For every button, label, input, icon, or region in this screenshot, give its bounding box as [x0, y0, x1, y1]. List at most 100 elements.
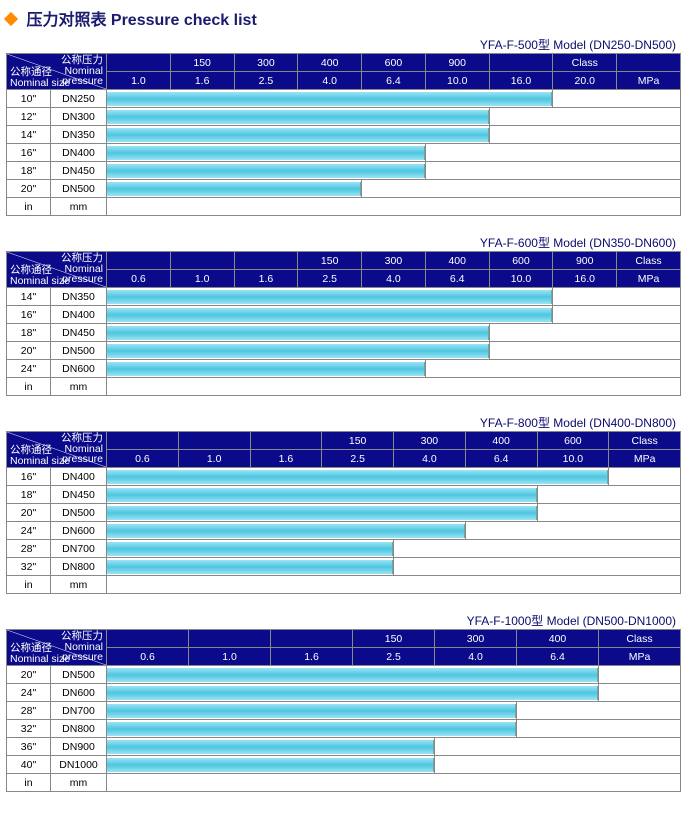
- model-label: YFA-F-1000型 Model (DN500-DN1000): [6, 612, 676, 629]
- empty-cell: [425, 162, 680, 180]
- pressure-bar: [107, 522, 466, 540]
- inch-cell: 20": [7, 666, 51, 684]
- class-header-cell: [617, 54, 681, 72]
- pressure-bar: [107, 720, 517, 738]
- pressure-bar: [107, 180, 362, 198]
- inch-cell: 18": [7, 324, 51, 342]
- class-header-cell: [170, 252, 234, 270]
- inch-cell: 32": [7, 558, 51, 576]
- dn-cell: DN800: [51, 558, 107, 576]
- mpa-header-cell: 10.0: [425, 72, 489, 90]
- class-header-cell: 300: [435, 630, 517, 648]
- class-header-cell: Class: [617, 252, 681, 270]
- class-header-cell: [107, 630, 189, 648]
- mpa-header-cell: 0.6: [107, 450, 179, 468]
- dn-cell: DN500: [51, 180, 107, 198]
- class-header-cell: 600: [537, 432, 609, 450]
- class-header-cell: 900: [553, 252, 617, 270]
- dn-cell: DN700: [51, 540, 107, 558]
- empty-cell: [425, 144, 680, 162]
- table-row: 12"DN300: [7, 108, 681, 126]
- footer-empty: [107, 774, 681, 792]
- class-header-cell: 400: [517, 630, 599, 648]
- footer-empty: [107, 378, 681, 396]
- table-row: 28"DN700: [7, 702, 681, 720]
- inch-cell: 24": [7, 360, 51, 378]
- table-row: 24"DN600: [7, 360, 681, 378]
- empty-cell: [489, 126, 680, 144]
- class-header-cell: 600: [489, 252, 553, 270]
- table-row: 24"DN600: [7, 684, 681, 702]
- pressure-bar: [107, 684, 599, 702]
- empty-cell: [537, 486, 681, 504]
- dn-cell: DN400: [51, 306, 107, 324]
- class-header-cell: 300: [394, 432, 466, 450]
- mpa-header-cell: 2.5: [298, 270, 362, 288]
- inch-cell: 12": [7, 108, 51, 126]
- mpa-header-cell: 0.6: [107, 648, 189, 666]
- header-row-class: 公称压力Nominalpressure 公称通径Nominal size 150…: [7, 54, 681, 72]
- footer-row: in mm: [7, 378, 681, 396]
- dn-cell: DN600: [51, 684, 107, 702]
- mpa-header-cell: 16.0: [489, 72, 553, 90]
- mpa-header-cell: 10.0: [537, 450, 609, 468]
- table-row: 14"DN350: [7, 126, 681, 144]
- class-header-cell: 400: [465, 432, 537, 450]
- mpa-header-cell: 1.0: [107, 72, 171, 90]
- dn-cell: DN800: [51, 720, 107, 738]
- inch-cell: 16": [7, 144, 51, 162]
- empty-cell: [489, 342, 680, 360]
- mpa-header-cell: 6.4: [425, 270, 489, 288]
- class-header-cell: [234, 252, 298, 270]
- table-row: 28"DN700: [7, 540, 681, 558]
- header-row-mpa: 0.61.01.62.54.06.410.016.0MPa: [7, 270, 681, 288]
- table-row: 20"DN500: [7, 504, 681, 522]
- header-row-mpa: 1.01.62.54.06.410.016.020.0MPa: [7, 72, 681, 90]
- table-row: 14"DN350: [7, 288, 681, 306]
- diagonal-header: 公称压力Nominalpressure 公称通径Nominal size: [7, 252, 107, 288]
- empty-cell: [553, 288, 681, 306]
- inch-cell: 24": [7, 684, 51, 702]
- pressure-bar: [107, 144, 426, 162]
- mpa-header-cell: MPa: [599, 648, 681, 666]
- empty-cell: [435, 756, 681, 774]
- class-header-cell: [489, 54, 553, 72]
- pressure-bar: [107, 90, 553, 108]
- mpa-header-cell: MPa: [617, 72, 681, 90]
- dn-cell: DN250: [51, 90, 107, 108]
- dn-cell: DN300: [51, 108, 107, 126]
- dn-cell: DN450: [51, 162, 107, 180]
- mpa-header-cell: 1.0: [178, 450, 250, 468]
- inch-cell: 40": [7, 756, 51, 774]
- inch-cell: 18": [7, 162, 51, 180]
- dn-cell: DN500: [51, 666, 107, 684]
- table-row: 20"DN500: [7, 180, 681, 198]
- dn-cell: DN600: [51, 522, 107, 540]
- empty-cell: [465, 522, 680, 540]
- mpa-header-cell: 4.0: [435, 648, 517, 666]
- mpa-header-cell: 1.6: [250, 450, 322, 468]
- pressure-bar: [107, 306, 553, 324]
- model-label: YFA-F-600型 Model (DN350-DN600): [6, 234, 676, 251]
- diamond-icon: [4, 12, 18, 26]
- model-label: YFA-F-500型 Model (DN250-DN500): [6, 36, 676, 53]
- table-row: 18"DN450: [7, 324, 681, 342]
- footer-mm: mm: [51, 576, 107, 594]
- pressure-bar: [107, 666, 599, 684]
- pressure-table-2: 公称压力Nominalpressure 公称通径Nominal size 150…: [6, 431, 681, 594]
- footer-row: in mm: [7, 774, 681, 792]
- inch-cell: 20": [7, 180, 51, 198]
- class-header-cell: Class: [599, 630, 681, 648]
- model-label: YFA-F-800型 Model (DN400-DN800): [6, 414, 676, 431]
- pressure-table-3: 公称压力Nominalpressure 公称通径Nominal size 150…: [6, 629, 681, 792]
- empty-cell: [517, 720, 681, 738]
- footer-mm: mm: [51, 378, 107, 396]
- empty-cell: [489, 324, 680, 342]
- empty-cell: [435, 738, 681, 756]
- inch-cell: 24": [7, 522, 51, 540]
- footer-empty: [107, 198, 681, 216]
- class-header-cell: 300: [234, 54, 298, 72]
- mpa-header-cell: 6.4: [465, 450, 537, 468]
- mpa-header-cell: 6.4: [517, 648, 599, 666]
- dn-cell: DN400: [51, 144, 107, 162]
